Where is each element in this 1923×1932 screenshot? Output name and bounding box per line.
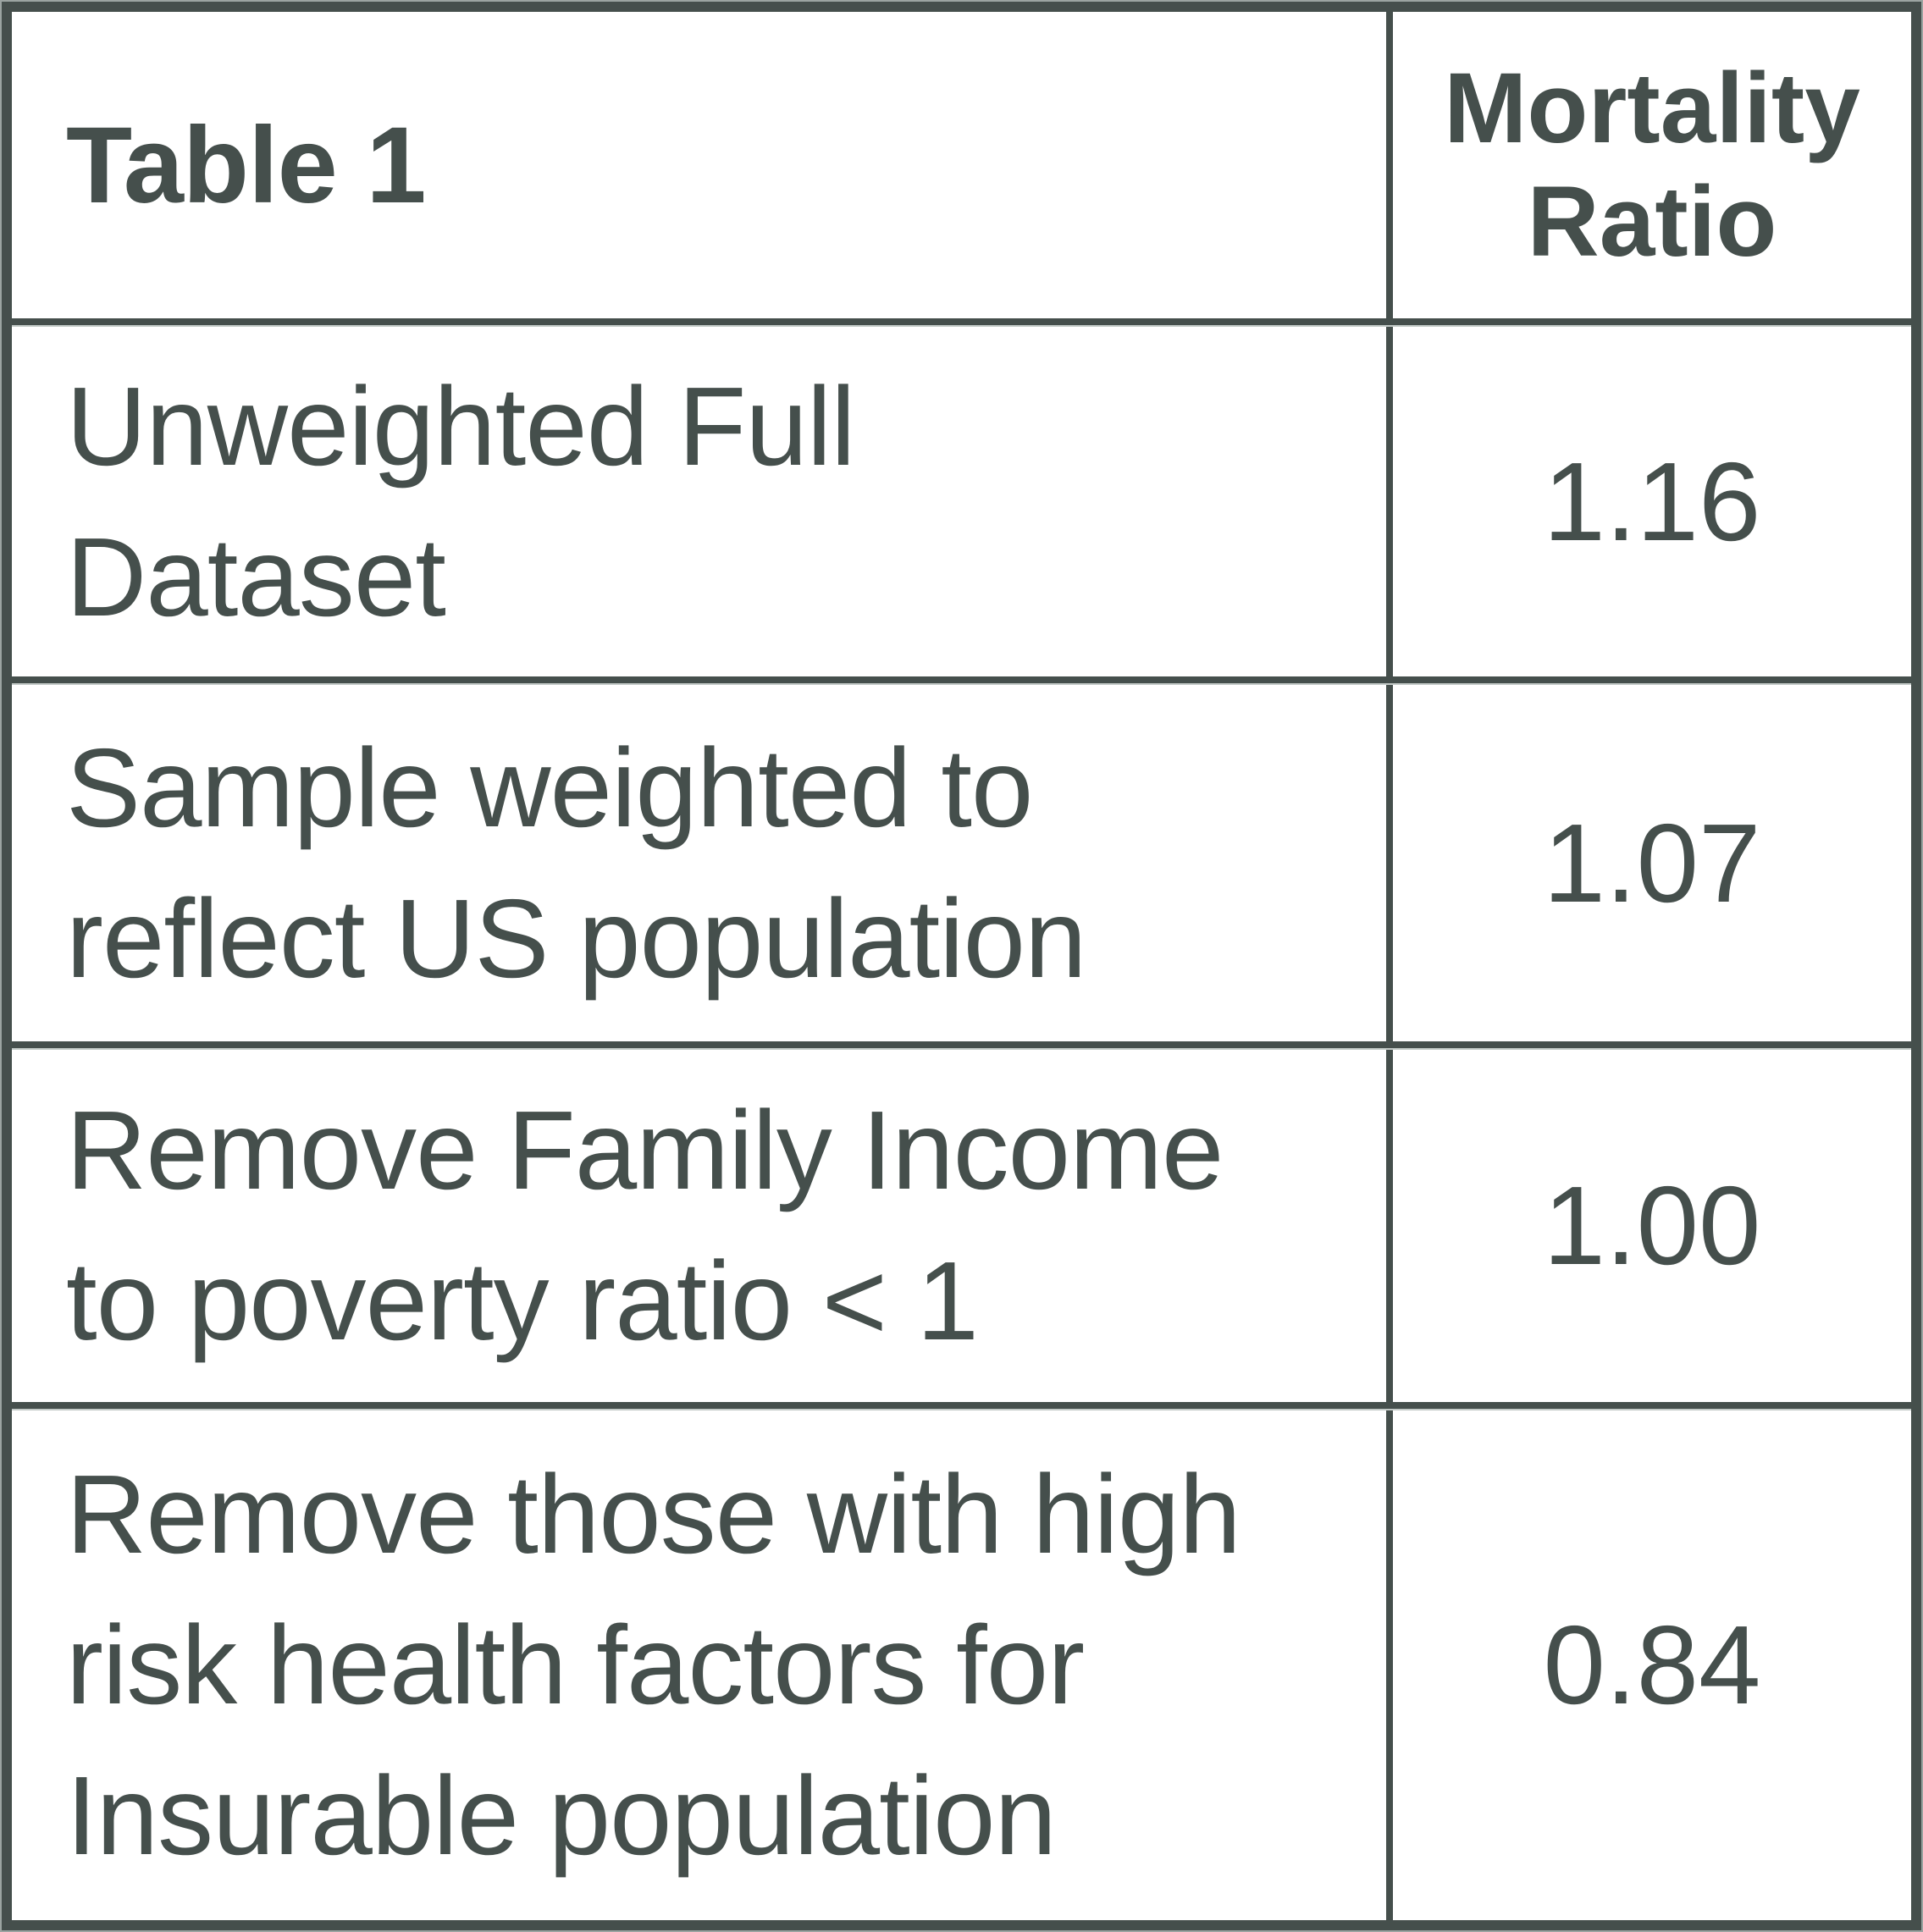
row-divider: [12, 318, 1911, 327]
row-value: 1.16: [1543, 439, 1761, 564]
row-divider: [12, 1402, 1911, 1410]
column-divider: [1386, 327, 1393, 676]
row-label: Unweighted Full Dataset: [66, 363, 856, 639]
column-divider: [1386, 685, 1393, 1041]
row-value: 1.00: [1543, 1163, 1761, 1288]
table-title: Table 1: [66, 104, 427, 226]
row-divider: [12, 676, 1911, 685]
row-label: Remove Family Income to poverty ratio < …: [66, 1088, 1224, 1363]
row-value: 0.84: [1543, 1603, 1761, 1727]
column-divider: [1386, 12, 1393, 318]
row-value: 1.07: [1543, 800, 1761, 925]
column-divider: [1386, 1050, 1393, 1402]
row-divider: [12, 1041, 1911, 1050]
mortality-ratio-column-header: Mortality Ratio: [1444, 52, 1860, 278]
row-label: Sample weighted to reflect US population: [66, 725, 1086, 1001]
row-label: Remove those with high risk health facto…: [66, 1452, 1241, 1878]
column-divider: [1386, 1410, 1393, 1920]
